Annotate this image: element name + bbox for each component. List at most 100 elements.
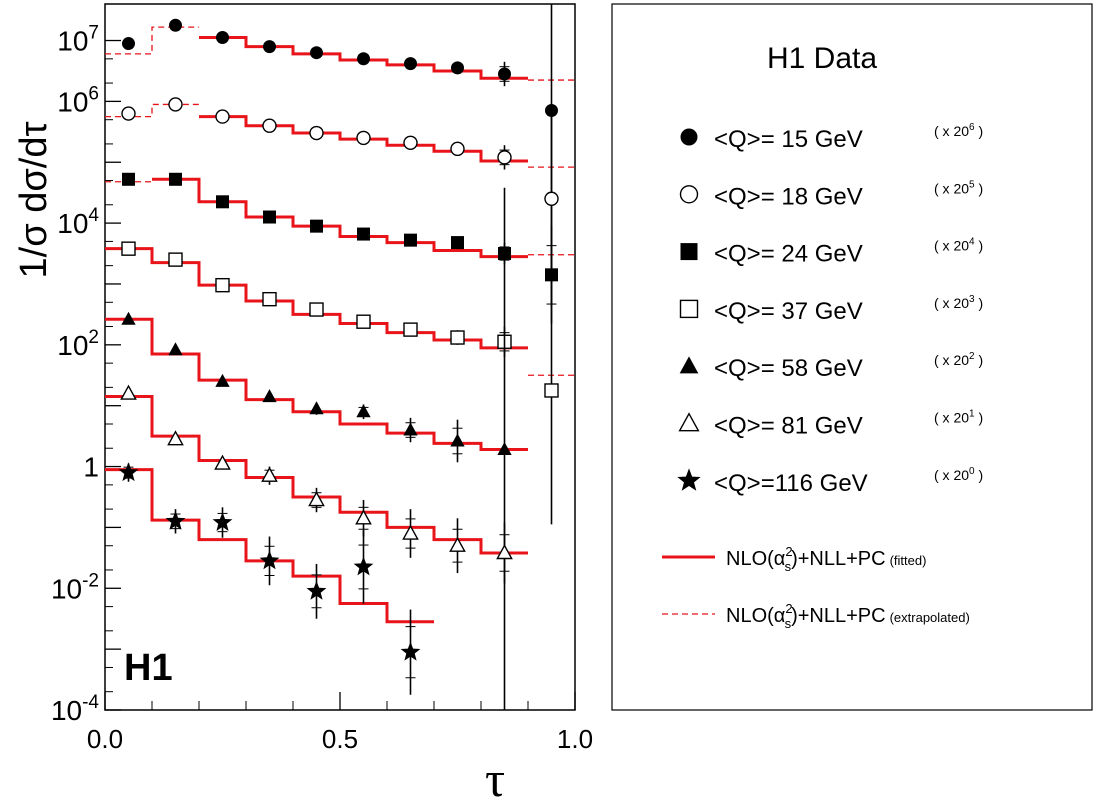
marker-shape bbox=[356, 314, 371, 329]
marker-shape bbox=[545, 104, 558, 118]
data-point bbox=[118, 462, 139, 482]
y-tick-label: 104 bbox=[57, 205, 99, 239]
marker-shape bbox=[497, 150, 512, 165]
data-point bbox=[498, 67, 511, 81]
data-point bbox=[544, 383, 559, 398]
data-point bbox=[261, 466, 278, 482]
marker-shape bbox=[122, 37, 135, 51]
marker-shape bbox=[449, 536, 466, 552]
marker-shape bbox=[356, 130, 371, 146]
data-point bbox=[496, 544, 513, 560]
data-point bbox=[165, 510, 186, 530]
legend-label: <Q>= 81 GeV bbox=[714, 413, 863, 440]
data-point bbox=[168, 97, 183, 112]
marker-shape bbox=[450, 330, 465, 345]
marker-shape bbox=[310, 219, 323, 233]
y-tick-label: 106 bbox=[57, 83, 99, 117]
y-tick-label: 107 bbox=[57, 23, 99, 57]
legend-item: <Q>= 37 GeV ( x 203 ) bbox=[679, 294, 983, 325]
marker-shape bbox=[214, 454, 231, 470]
marker-shape bbox=[309, 302, 324, 317]
legend-fitted-main: NLO(α bbox=[726, 548, 785, 570]
legend-scale: ( x 201 ) bbox=[934, 409, 983, 426]
legend-extrap-alpha-sup: 2 bbox=[785, 601, 792, 616]
legend-items: <Q>= 15 GeV ( x 206 ) <Q>= 18 GeV ( x 205 )… bbox=[677, 122, 983, 497]
data-point bbox=[309, 302, 324, 317]
marker-shape bbox=[262, 118, 277, 133]
legend-label: <Q>= 58 GeV bbox=[714, 355, 863, 382]
x-tick-label: 0.5 bbox=[322, 724, 358, 754]
marker-shape bbox=[310, 46, 323, 60]
y-tick-label: 102 bbox=[57, 327, 99, 361]
data-point bbox=[215, 373, 230, 387]
x-tick-label: 0.0 bbox=[87, 724, 123, 754]
legend-marker bbox=[679, 299, 699, 319]
marker-shape bbox=[216, 195, 229, 209]
data-point bbox=[306, 580, 327, 600]
marker-shape bbox=[121, 241, 136, 256]
legend-item: <Q>= 18 GeV ( x 205 ) bbox=[679, 179, 983, 210]
legend-item: <Q>=116 GeV ( x 200 ) bbox=[677, 466, 983, 497]
marker-shape bbox=[404, 233, 417, 247]
legend-marker bbox=[679, 185, 699, 204]
marker-shape bbox=[496, 544, 513, 560]
legend-marker bbox=[677, 468, 701, 491]
legend-marker bbox=[680, 128, 698, 146]
marker-shape bbox=[169, 18, 182, 32]
legend-label: <Q>= 37 GeV bbox=[714, 298, 863, 325]
marker-shape bbox=[403, 322, 418, 337]
svg-text:NLO(α2s)+NLL+PC(fitted): NLO(α2 s)+NLL+PC (fitted) bbox=[726, 544, 926, 574]
data-point bbox=[121, 311, 136, 325]
marker-shape bbox=[404, 57, 417, 71]
marker-shape bbox=[215, 373, 230, 387]
legend-item: <Q>= 58 GeV ( x 202 ) bbox=[679, 351, 983, 382]
marker-shape bbox=[353, 556, 374, 576]
legend-label: <Q>= 18 GeV bbox=[714, 183, 863, 210]
data-point bbox=[262, 291, 277, 307]
data-point bbox=[450, 330, 465, 345]
series-6 bbox=[118, 462, 421, 695]
marker-shape bbox=[680, 243, 698, 261]
data-point bbox=[356, 130, 371, 146]
data-point bbox=[451, 236, 464, 250]
data-point bbox=[309, 125, 324, 141]
data-point bbox=[169, 172, 182, 186]
marker-shape bbox=[122, 172, 135, 186]
marker-shape bbox=[262, 291, 277, 307]
marker-shape bbox=[357, 227, 370, 241]
data-point bbox=[215, 277, 230, 293]
marker-shape bbox=[355, 509, 372, 525]
data-point bbox=[355, 509, 372, 525]
data-point bbox=[403, 422, 418, 436]
legend-extrap-alpha-sub: s bbox=[785, 616, 792, 631]
data-point bbox=[497, 442, 512, 456]
marker-shape bbox=[212, 512, 233, 531]
data-point bbox=[357, 52, 370, 66]
data-point bbox=[451, 61, 464, 75]
marker-shape bbox=[544, 191, 559, 206]
data-point bbox=[121, 241, 136, 256]
legend-extrapolated: NLO(α2 s)+NLL+PC (extrapolated) bbox=[662, 601, 970, 631]
legend-scale: ( x 203 ) bbox=[934, 294, 983, 311]
data-point bbox=[310, 46, 323, 60]
data-point bbox=[497, 150, 512, 165]
marker-shape bbox=[261, 466, 278, 482]
legend-scale: ( x 204 ) bbox=[934, 237, 983, 254]
marker-shape bbox=[165, 510, 186, 530]
data-point bbox=[167, 430, 184, 446]
marker-shape bbox=[309, 125, 324, 141]
legend-extrap-tail: )+NLL+PC bbox=[791, 605, 886, 627]
legend-scale: ( x 206 ) bbox=[934, 122, 983, 139]
data-point bbox=[263, 40, 276, 54]
data-point bbox=[404, 57, 417, 71]
marker-shape bbox=[678, 412, 700, 432]
axes: 0.0 0.5 1.0 107 106 104 102 1 10-2 10-4 bbox=[51, 23, 593, 754]
marker-shape bbox=[498, 67, 511, 81]
data-point bbox=[122, 37, 135, 51]
legend-scale: ( x 202 ) bbox=[934, 351, 983, 368]
marker-shape bbox=[679, 356, 699, 374]
marker-shape bbox=[169, 172, 182, 186]
data-point bbox=[545, 104, 558, 118]
legend-scale: ( x 200 ) bbox=[934, 466, 983, 483]
marker-shape bbox=[451, 236, 464, 250]
